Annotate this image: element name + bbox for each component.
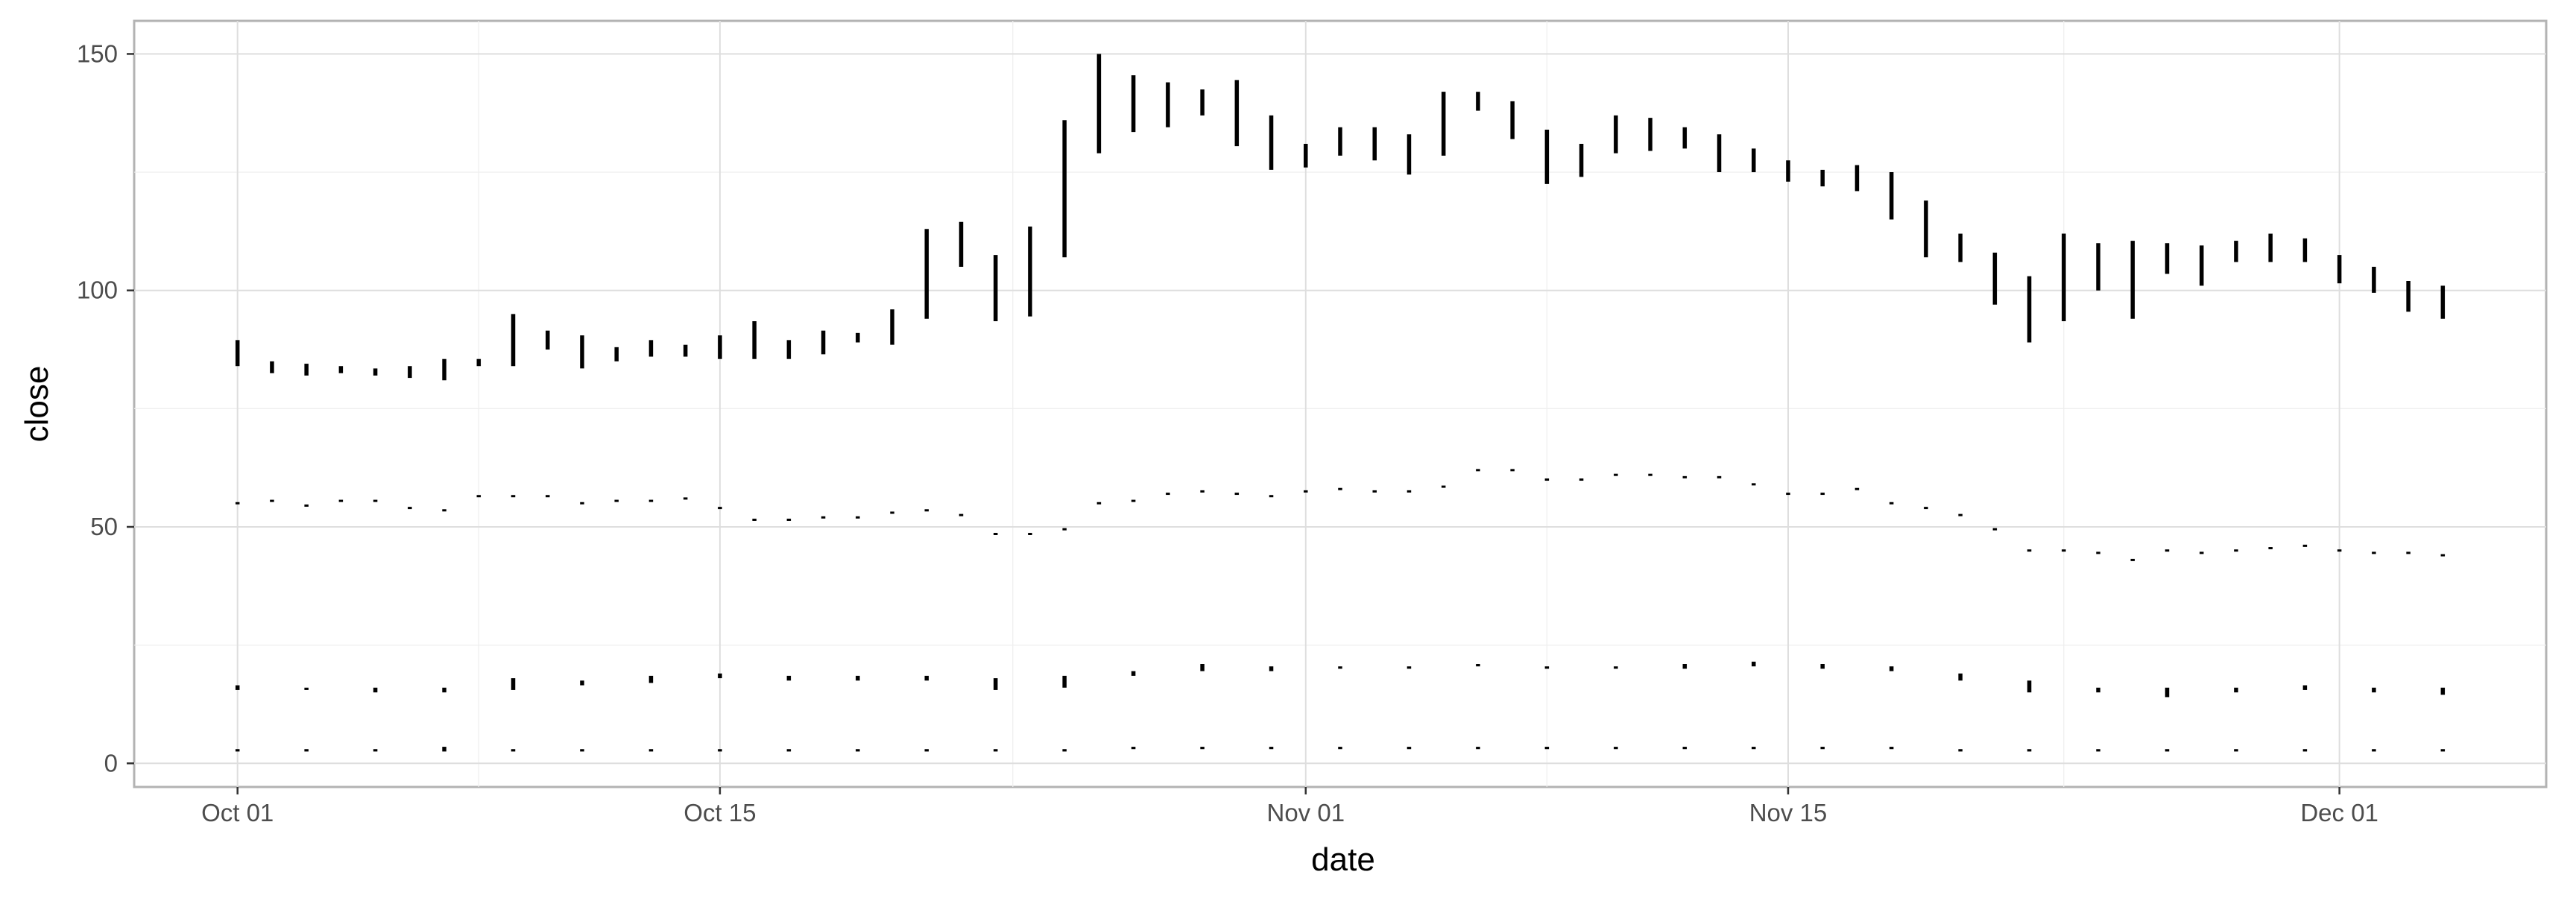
y-tick-label: 150 [77, 39, 118, 67]
x-tick-label: Nov 15 [1749, 799, 1828, 826]
tick-labels: Oct 01 Oct 15 Nov 01 Nov 15 Dec 01 0 50 100 150 [77, 39, 2378, 826]
x-tick-label: Dec 01 [2300, 799, 2378, 826]
range-bars [235, 54, 2446, 752]
x-tick-label: Oct 15 [684, 799, 756, 826]
axis-ticks [127, 53, 2340, 794]
x-axis-title: date [1311, 841, 1375, 878]
minor-gridlines [134, 21, 2546, 787]
y-tick-label: 50 [90, 513, 118, 540]
x-tick-label: Nov 01 [1266, 799, 1345, 826]
y-tick-label: 0 [104, 749, 118, 777]
y-tick-label: 100 [77, 276, 118, 304]
x-tick-label: Oct 01 [201, 799, 274, 826]
y-axis-title: close [19, 366, 55, 443]
